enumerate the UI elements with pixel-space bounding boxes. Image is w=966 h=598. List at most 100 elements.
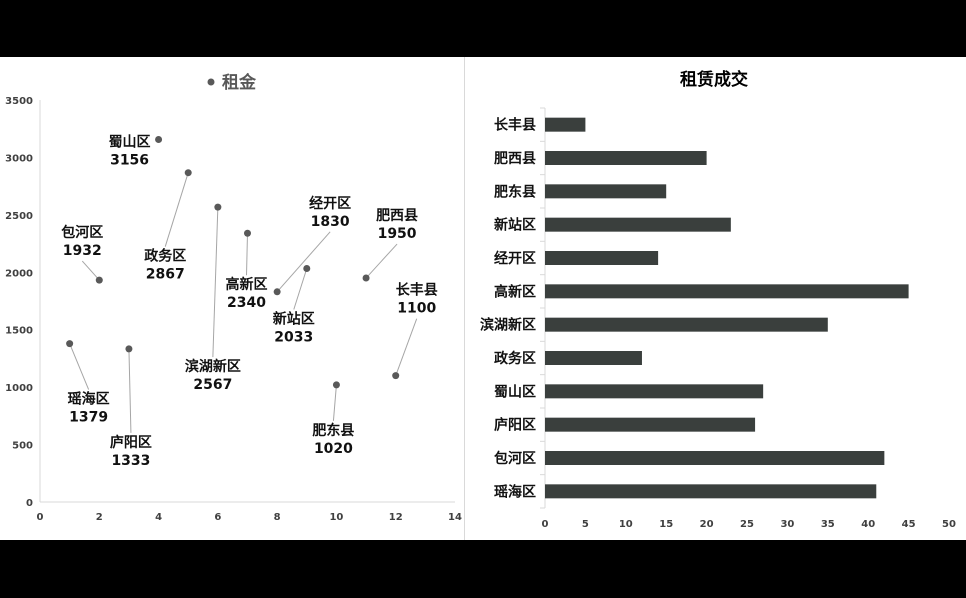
bar (545, 317, 828, 332)
scatter-point (214, 203, 222, 211)
category-label: 庐阳区 (494, 417, 536, 434)
x-tick-label: 20 (700, 519, 714, 530)
x-tick-label: 35 (821, 519, 835, 530)
point-name-label: 蜀山区 (109, 135, 151, 151)
bar (545, 251, 659, 265)
category-label: 瑶海区 (494, 483, 536, 500)
y-tick-label: 1000 (5, 383, 33, 394)
point-value-label: 1020 (314, 441, 353, 457)
scatter-point (244, 229, 251, 237)
scatter-title: 租金 (222, 72, 257, 93)
point-name-label: 包河区 (61, 224, 103, 241)
scatter-point (303, 264, 311, 272)
x-tick-label: 6 (214, 512, 221, 523)
y-tick-label: 0 (26, 498, 33, 509)
scatter-point (155, 136, 163, 144)
leader-line (69, 343, 90, 390)
panel-divider (464, 57, 465, 540)
point-value-label: 1333 (111, 453, 150, 469)
x-tick-label: 0 (542, 519, 549, 530)
y-tick-label: 3000 (5, 153, 33, 164)
scatter-point (125, 345, 133, 353)
point-value-label: 3156 (110, 153, 149, 169)
scatter-point (362, 274, 370, 282)
category-label: 长丰县 (494, 117, 536, 134)
leader-line (164, 172, 189, 247)
category-label: 滨湖新区 (480, 317, 536, 334)
point-value-label: 2033 (274, 329, 313, 345)
scatter-point (273, 288, 281, 296)
category-label: 经开区 (494, 250, 536, 267)
x-tick-label: 40 (861, 519, 875, 530)
point-value-label: 2867 (146, 267, 185, 283)
x-tick-label: 14 (448, 512, 462, 523)
leader-line (276, 231, 331, 293)
bar (545, 151, 707, 165)
x-tick-label: 12 (389, 512, 403, 523)
y-tick-label: 2500 (5, 211, 33, 222)
point-value-label: 1830 (311, 214, 350, 230)
x-tick-label: 50 (942, 519, 956, 530)
x-tick-label: 8 (274, 512, 281, 523)
point-value-label: 1100 (397, 301, 436, 317)
scatter-chart-rent: 租金 0 500 1000 1500 2000 2500 3000 3500 0 2 4 6 8 10 12… (5, 72, 462, 523)
point-name-label: 高新区 (226, 276, 268, 293)
scatter-point (66, 340, 74, 348)
point-value-label: 2340 (227, 295, 266, 311)
y-tick-label: 2000 (5, 268, 33, 279)
point-value-label: 2567 (193, 377, 232, 393)
scatter-point (184, 169, 192, 177)
bar-chart-leases: 租赁成交 0 5 10 15 20 25 30 35 40 45 50 长丰县肥西县肥东县新站区经开… (480, 69, 956, 530)
leader-line (293, 268, 308, 310)
category-label: 肥东县 (494, 183, 536, 200)
y-tick-label: 3500 (5, 96, 33, 107)
point-name-label: 庐阳区 (110, 434, 152, 451)
scatter-point (392, 372, 400, 380)
x-tick-label: 45 (902, 519, 916, 530)
category-label: 政务区 (494, 350, 536, 367)
leader-line (81, 260, 100, 281)
category-label: 包河区 (494, 450, 536, 467)
point-value-label: 1379 (69, 410, 108, 426)
x-tick-label: 25 (740, 519, 754, 530)
leader-line (395, 318, 418, 376)
x-tick-label: 4 (155, 512, 162, 523)
y-tick-label: 500 (12, 441, 33, 452)
point-name-label: 新站区 (273, 310, 315, 327)
point-value-label: 1950 (378, 226, 417, 242)
x-tick-label: 5 (582, 519, 589, 530)
bar (545, 484, 877, 499)
leader-line (332, 384, 337, 421)
chart-canvas: 租金 0 500 1000 1500 2000 2500 3000 3500 0 2 4 6 8 10 12… (0, 57, 966, 540)
y-tick-label: 1500 (5, 326, 33, 337)
leader-line (246, 233, 248, 276)
category-label: 高新区 (494, 283, 536, 300)
bar (545, 384, 764, 399)
bar (545, 117, 586, 132)
point-name-label: 滨湖新区 (185, 358, 241, 375)
x-tick-label: 10 (619, 519, 633, 530)
leader-line (212, 207, 219, 358)
point-name-label: 长丰县 (396, 282, 438, 299)
point-name-label: 肥西县 (376, 208, 418, 224)
legend-marker (207, 78, 215, 86)
category-label: 肥西县 (494, 151, 536, 167)
x-tick-label: 0 (37, 512, 44, 523)
category-label: 蜀山区 (494, 384, 536, 400)
category-label: 新站区 (494, 217, 536, 234)
bar (545, 284, 909, 299)
x-tick-label: 10 (329, 512, 343, 523)
bar (545, 351, 642, 365)
point-name-label: 瑶海区 (68, 391, 110, 408)
point-name-label: 经开区 (309, 195, 351, 212)
bar-title: 租赁成交 (680, 69, 748, 90)
leader-line (128, 348, 132, 433)
x-tick-label: 30 (780, 519, 794, 530)
x-tick-label: 2 (96, 512, 103, 523)
point-name-label: 肥东县 (312, 422, 354, 439)
bar (545, 184, 667, 199)
bar (545, 217, 731, 232)
bar (545, 417, 756, 432)
point-value-label: 1932 (63, 243, 102, 259)
point-name-label: 政务区 (144, 248, 186, 265)
